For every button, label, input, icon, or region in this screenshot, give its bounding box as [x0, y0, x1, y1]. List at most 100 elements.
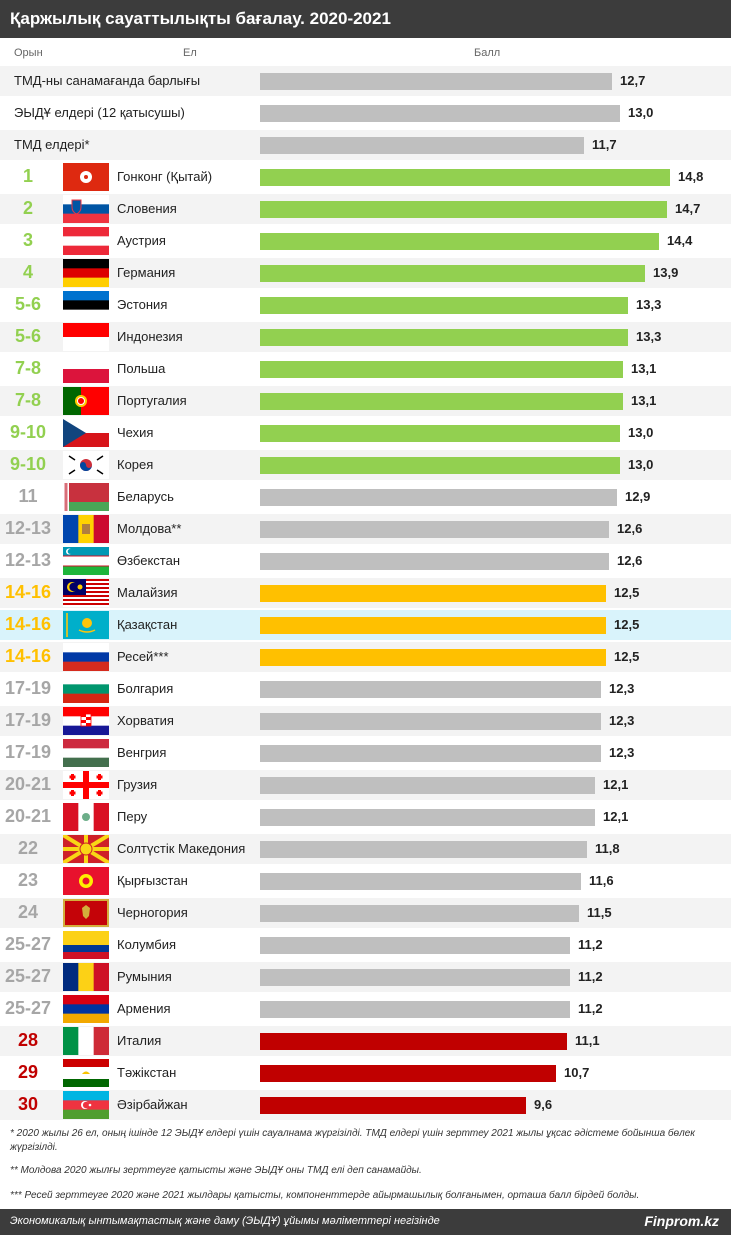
- bar: [260, 489, 617, 506]
- bar: [260, 777, 595, 794]
- category-label: Чехия: [117, 425, 154, 440]
- rank-label: 14-16: [4, 582, 52, 602]
- value-label: 13,9: [653, 265, 679, 280]
- value-label: 10,7: [564, 1065, 590, 1080]
- value-label: 13,0: [628, 425, 654, 440]
- category-label: ТМД елдері*: [14, 137, 90, 152]
- bar: [260, 73, 612, 90]
- estonia-flag-icon: [63, 291, 109, 319]
- category-label: Солтүстік Македония: [117, 841, 246, 856]
- category-label: Словения: [117, 201, 177, 216]
- category-label: Аустрия: [117, 233, 166, 248]
- bar-row: 17-19 Хорватия 12,3: [0, 706, 731, 736]
- category-label: Румыния: [117, 969, 172, 984]
- rank-label: 14-16: [4, 614, 52, 634]
- value-label: 13,0: [628, 105, 654, 120]
- bar: [260, 649, 606, 666]
- rank-label: 30: [17, 1094, 39, 1114]
- uzbekistan-flag-icon: [63, 547, 109, 575]
- bar-row: 25-27 Румыния 11,2: [0, 962, 731, 992]
- bulgaria-flag-icon: [63, 675, 109, 703]
- rank-label: 3: [22, 230, 33, 250]
- rank-label: 11: [18, 486, 38, 506]
- bar-row: 3 Аустрия 14,4: [0, 226, 731, 256]
- hongkong-flag-icon: [63, 163, 109, 191]
- value-label: 12,5: [614, 585, 640, 600]
- bar-row: 9-10 Чехия 13,0: [0, 418, 731, 448]
- bar: [260, 329, 628, 346]
- category-label: Грузия: [117, 777, 158, 792]
- value-label: 11,2: [578, 1001, 603, 1016]
- value-label: 12,1: [603, 777, 629, 792]
- bar: [260, 169, 670, 186]
- value-label: 11,5: [587, 905, 612, 920]
- rank-column-header: Орын: [14, 47, 43, 59]
- rank-label: 22: [17, 838, 39, 858]
- bar-row: 20-21 Перу 12,1: [0, 802, 731, 832]
- bar: [260, 265, 645, 282]
- category-label: Хорватия: [117, 713, 174, 728]
- category-label: Өзбекстан: [117, 553, 181, 568]
- kyrgyzstan-flag-icon: [63, 867, 109, 895]
- category-label: ЭЫДҰ елдері (12 қатысушы): [14, 105, 185, 120]
- armenia-flag-icon: [63, 995, 109, 1023]
- rank-label: 17-19: [4, 710, 52, 730]
- moldova-flag-icon: [63, 515, 109, 543]
- bar-row: 12-13 Өзбекстан 12,6: [0, 546, 731, 576]
- bar-row: 28 Италия 11,1: [0, 1026, 731, 1056]
- bar-row: 7-8 Польша 13,1: [0, 354, 731, 384]
- category-label: Малайзия: [117, 585, 178, 600]
- rank-label: 5-6: [14, 294, 41, 314]
- north-macedonia-flag-icon: [63, 835, 109, 863]
- bar: [260, 969, 570, 986]
- bar: [260, 233, 659, 250]
- category-label: Корея: [117, 457, 154, 472]
- austria-flag-icon: [63, 227, 109, 255]
- value-label: 14,4: [667, 233, 693, 248]
- title-bar: Қаржылық сауаттылықты бағалау. 2020-2021: [0, 0, 731, 38]
- footer-source: Экономикалық ынтымақтастық және даму (ЭЫ…: [10, 1215, 440, 1227]
- footer-bar: Экономикалық ынтымақтастық және даму (ЭЫ…: [0, 1209, 731, 1235]
- bar-row: 23 Қырғызстан 11,6: [0, 866, 731, 896]
- bar: [260, 105, 620, 122]
- category-label: Беларусь: [117, 489, 174, 504]
- bar-row: 24 Черногория 11,5: [0, 898, 731, 928]
- value-label: 13,0: [628, 457, 654, 472]
- bar: [260, 681, 601, 698]
- value-label: 12,3: [609, 713, 635, 728]
- azerbaijan-flag-icon: [63, 1091, 109, 1119]
- bar: [260, 137, 584, 154]
- value-label: 11,2: [578, 969, 603, 984]
- value-label: 12,9: [625, 489, 651, 504]
- rank-label: 14-16: [4, 646, 52, 666]
- category-label: Португалия: [117, 393, 187, 408]
- kazakhstan-flag-icon: [63, 611, 109, 639]
- rank-label: 12-13: [4, 518, 52, 538]
- rank-label: 23: [17, 870, 39, 890]
- value-label: 11,8: [595, 841, 620, 856]
- value-label: 13,3: [636, 297, 662, 312]
- bar: [260, 873, 581, 890]
- value-label: 12,3: [609, 745, 635, 760]
- category-label: Ресей***: [117, 649, 169, 664]
- poland-flag-icon: [63, 355, 109, 383]
- czechia-flag-icon: [63, 419, 109, 447]
- rank-label: 17-19: [4, 742, 52, 762]
- category-label: Эстония: [117, 297, 168, 312]
- russia-flag-icon: [63, 643, 109, 671]
- bar-row: 20-21 Грузия 12,1: [0, 770, 731, 800]
- chart-title: Қаржылық сауаттылықты бағалау. 2020-2021: [10, 9, 391, 28]
- value-label: 12,6: [617, 521, 643, 536]
- bar-row: 25-27 Колумбия 11,2: [0, 930, 731, 960]
- bar-row: 1 Гонконг (Қытай) 14,8: [0, 162, 731, 192]
- bar-row: 5-6 Индонезия 13,3: [0, 322, 731, 352]
- bar: [260, 297, 628, 314]
- germany-flag-icon: [63, 259, 109, 287]
- rank-label: 17-19: [4, 678, 52, 698]
- rank-label: 9-10: [9, 422, 47, 442]
- rank-label: 7-8: [14, 358, 41, 378]
- category-label: Колумбия: [117, 937, 176, 952]
- peru-flag-icon: [63, 803, 109, 831]
- category-label: Италия: [117, 1033, 162, 1048]
- country-column-header: Ел: [183, 47, 197, 59]
